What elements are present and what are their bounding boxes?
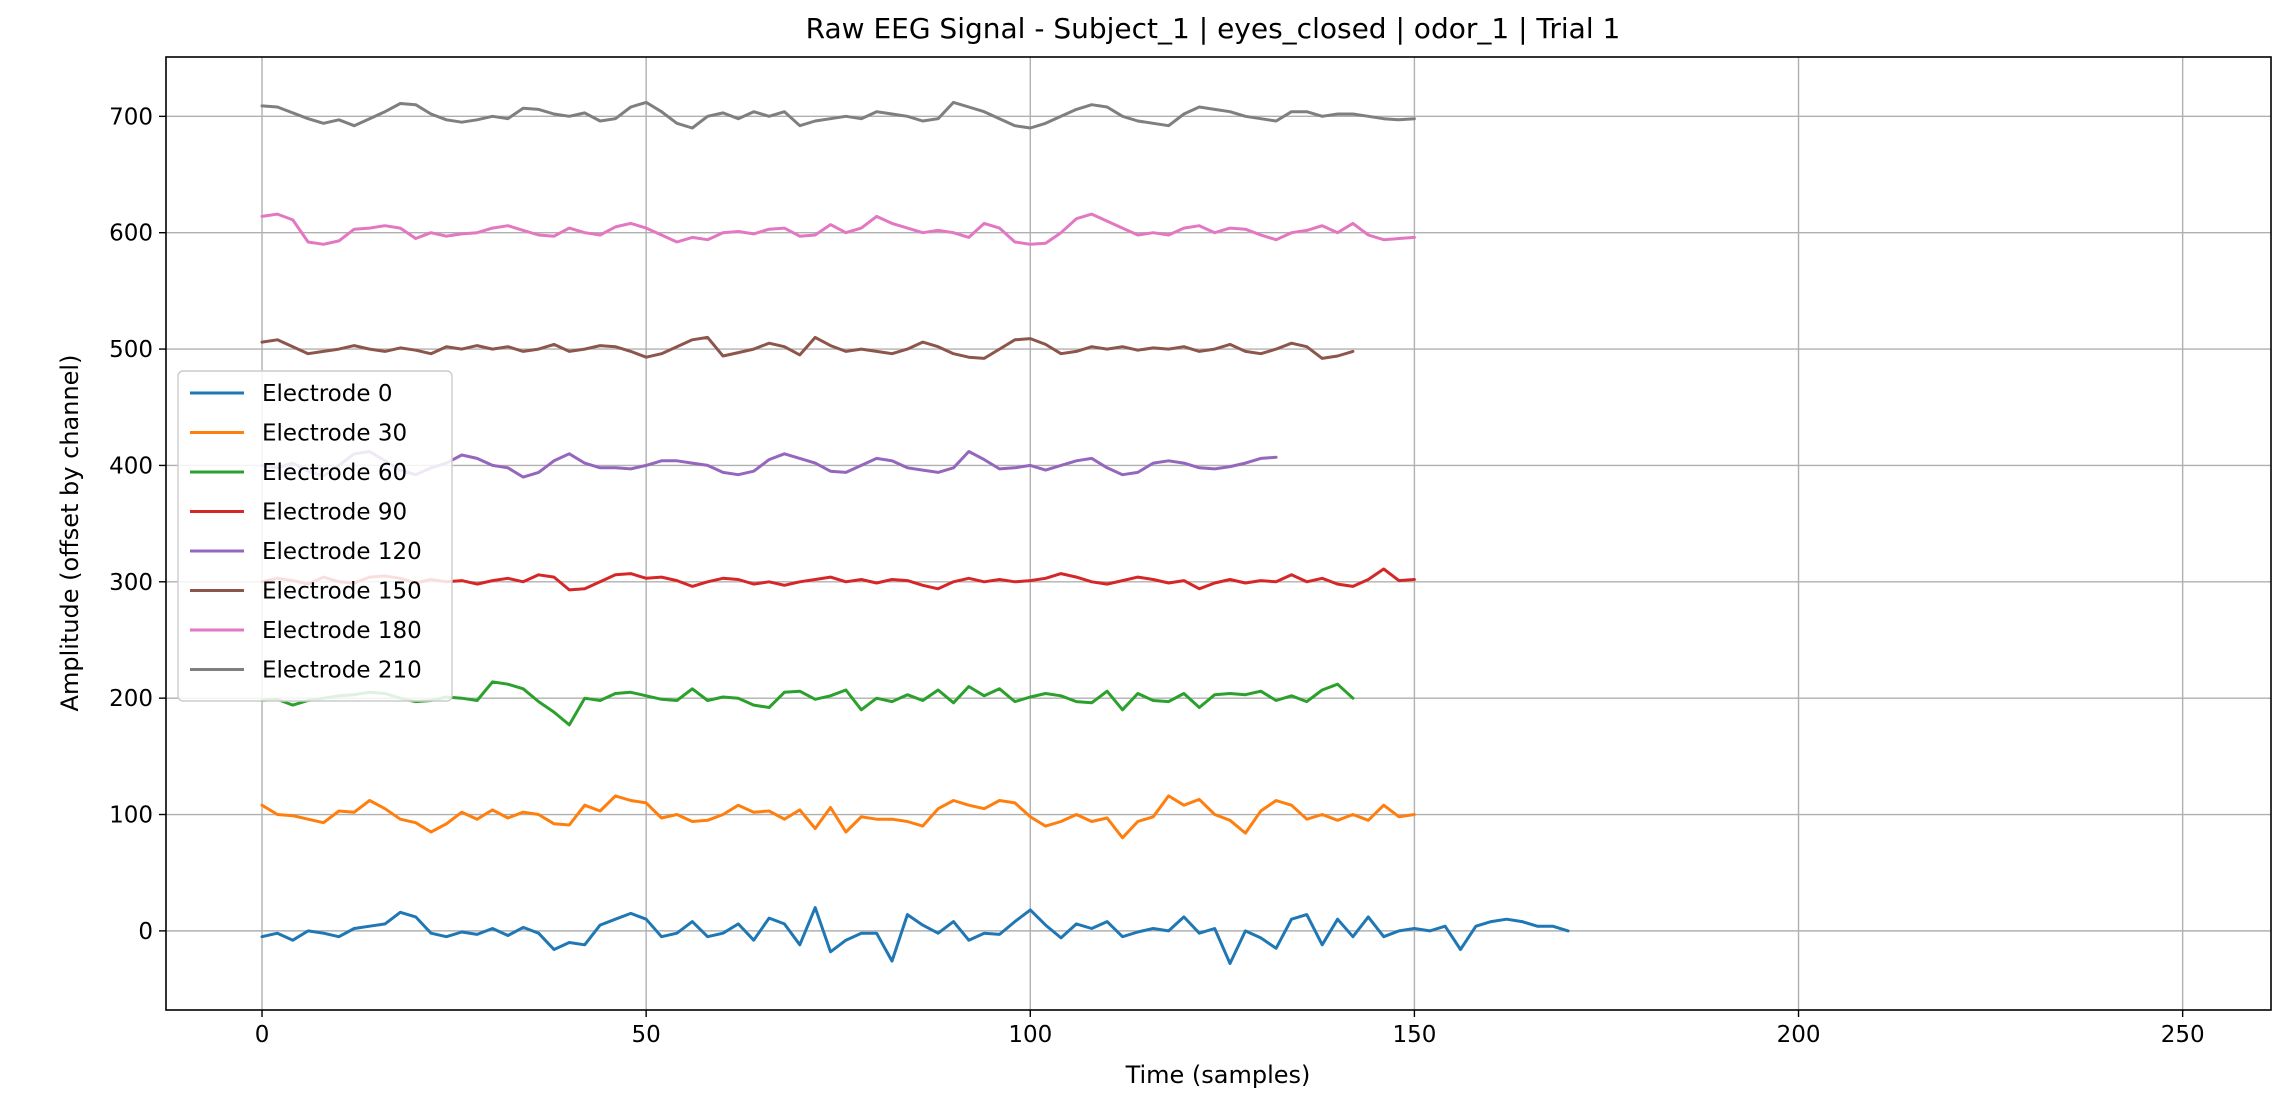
y-axis-label: Amplitude (offset by channel) (56, 355, 84, 712)
x-tick-label: 100 (1008, 1022, 1052, 1048)
legend-entry-label: Electrode 90 (262, 500, 407, 526)
x-axis-label: Time (samples) (1125, 1061, 1311, 1089)
y-tick-label: 400 (109, 453, 153, 479)
series-line-electrode-150 (260, 335, 1355, 360)
legend-entry-label: Electrode 210 (262, 658, 422, 684)
y-tick-label: 600 (109, 221, 153, 247)
y-tick-label: 200 (109, 686, 153, 712)
x-tick-label: 0 (255, 1022, 270, 1048)
legend: Electrode 0 Electrode 30 Electrode 60 Elect… (177, 370, 453, 702)
series-line-electrode-180 (260, 212, 1416, 246)
grid-lines (166, 57, 2271, 1010)
legend-entry-label: Electrode 150 (262, 579, 422, 605)
legend-entry-label: Electrode 60 (262, 460, 407, 486)
x-tick-label: 250 (2161, 1022, 2205, 1048)
y-tick-label: 700 (109, 104, 153, 130)
axis-ticks: 0 50 100 150 200 250 0 100 200 300 400 500 600 700 (109, 104, 2205, 1048)
series-line-electrode-30 (260, 794, 1416, 840)
y-tick-label: 100 (109, 803, 153, 829)
x-tick-label: 200 (1777, 1022, 1821, 1048)
x-tick-label: 150 (1392, 1022, 1436, 1048)
legend-box (177, 370, 453, 702)
legend-entry-label: Electrode 180 (262, 618, 422, 644)
y-tick-label: 0 (138, 919, 153, 945)
series-line-electrode-90 (260, 567, 1416, 592)
series-line-electrode-0 (260, 906, 1570, 965)
series-line-electrode-210 (260, 100, 1416, 130)
y-tick-label: 300 (109, 570, 153, 596)
legend-entry-label: Electrode 30 (262, 421, 407, 447)
series-lines (260, 100, 1570, 965)
x-tick-label: 50 (632, 1022, 661, 1048)
legend-entry-label: Electrode 120 (262, 539, 422, 565)
y-tick-label: 500 (109, 337, 153, 363)
chart-title: Raw EEG Signal - Subject_1 | eyes_closed… (806, 12, 1621, 45)
legend-entry-label: Electrode 0 (262, 381, 392, 407)
plot-frame (165, 56, 2272, 1011)
